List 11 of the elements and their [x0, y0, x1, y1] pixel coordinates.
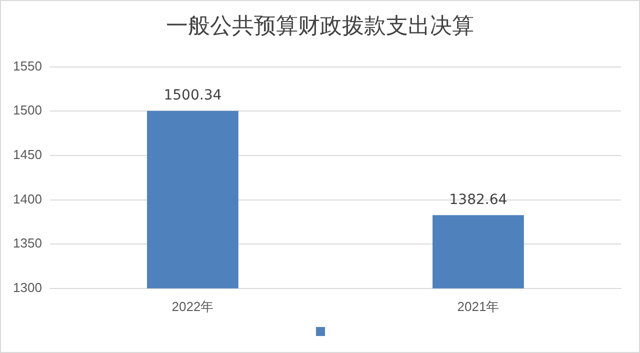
data-label: 1382.64 [449, 192, 508, 208]
data-label: 1500.34 [164, 87, 222, 104]
y-tick-label: 1400 [13, 191, 42, 206]
y-tick-label: 1450 [13, 147, 42, 162]
y-tick-label: 1500 [13, 102, 42, 118]
y-tick-label: 1550 [13, 58, 42, 74]
y-tick-label: 1350 [13, 236, 42, 251]
x-tick-label: 2021年 [457, 298, 500, 314]
chart-title: 一般公共预算财政拨款支出决算 [165, 13, 475, 41]
y-tick-label: 1300 [13, 280, 42, 295]
x-tick-label: 2022年 [172, 298, 214, 314]
